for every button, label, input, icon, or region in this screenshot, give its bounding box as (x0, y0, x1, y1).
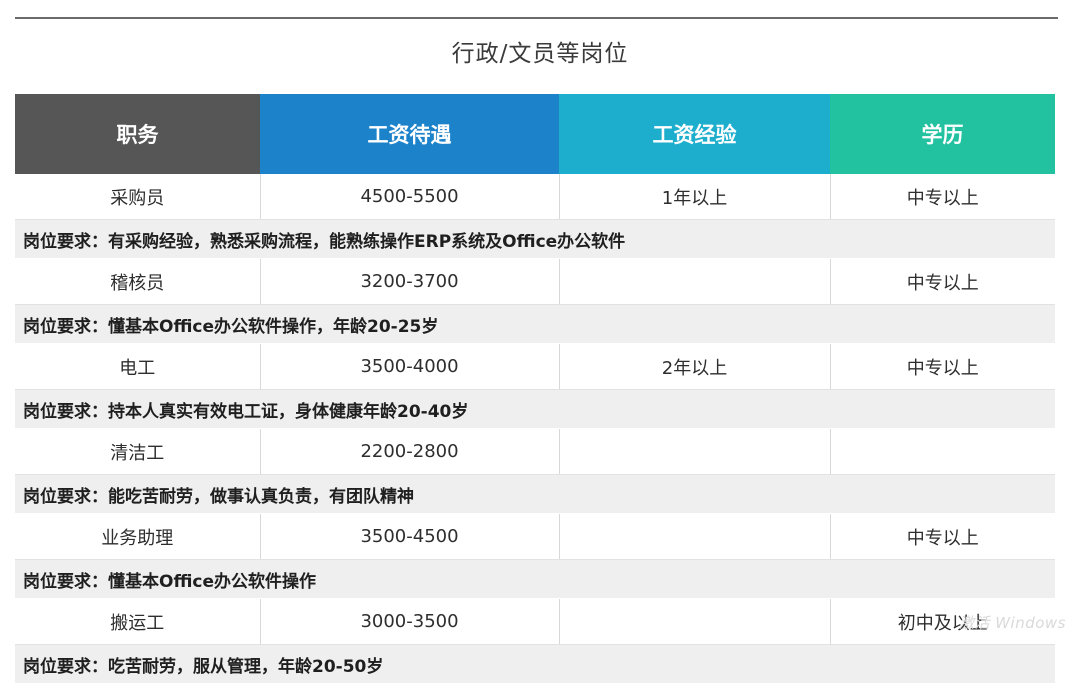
requirement-text: 能吃苦耐劳，做事认真负责，有团队精神 (108, 486, 414, 507)
cell-experience (559, 598, 831, 645)
requirement-text: 有采购经验，熟悉采购流程，能熟练操作ERP系统及Office办公软件 (108, 231, 626, 252)
cell-pay: 3500-4500 (260, 513, 560, 560)
cell-pay: 3000-3500 (260, 598, 560, 645)
table-requirement-row: 岗位要求：懂基本Office办公软件操作，年龄20-25岁 (15, 304, 1055, 344)
cell-position: 采购员 (15, 174, 261, 220)
cell-experience: 2年以上 (559, 343, 831, 390)
cell-pay: 3500-4000 (260, 343, 560, 390)
page-title: 行政/文员等岗位 (451, 41, 629, 67)
table-row: 电工 3500-4000 2年以上 中专以上 (15, 343, 1055, 390)
cell-education: 中专以上 (830, 258, 1055, 305)
cell-education: 初中及以上 (830, 598, 1055, 645)
table-requirement-row: 岗位要求：持本人真实有效电工证，身体健康年龄20-40岁 (15, 389, 1055, 429)
table-requirement-row: 岗位要求：吃苦耐劳，服从管理，年龄20-50岁 (15, 644, 1055, 684)
column-header-education: 学历 (830, 94, 1055, 174)
requirement-text: 吃苦耐劳，服从管理，年龄20-50岁 (108, 656, 384, 677)
requirement-label: 岗位要求： (23, 571, 108, 592)
column-header-position: 职务 (15, 94, 260, 174)
requirement-text: 懂基本Office办公软件操作 (108, 571, 317, 592)
requirement-label: 岗位要求： (23, 486, 108, 507)
cell-experience (559, 513, 831, 560)
table-requirement-row: 岗位要求：有采购经验，熟悉采购流程，能熟练操作ERP系统及Office办公软件 (15, 219, 1055, 259)
top-divider-rule (15, 17, 1058, 19)
cell-requirement: 岗位要求：有采购经验，熟悉采购流程，能熟练操作ERP系统及Office办公软件 (15, 219, 1055, 259)
requirement-label: 岗位要求： (23, 401, 108, 422)
requirement-label: 岗位要求： (23, 231, 108, 252)
requirement-text: 持本人真实有效电工证，身体健康年龄20-40岁 (108, 401, 469, 422)
cell-requirement: 岗位要求：持本人真实有效电工证，身体健康年龄20-40岁 (15, 389, 1055, 429)
cell-pay: 2200-2800 (260, 428, 560, 475)
cell-education: 中专以上 (830, 513, 1055, 560)
requirement-label: 岗位要求： (23, 316, 108, 337)
table-row: 采购员 4500-5500 1年以上 中专以上 (15, 174, 1055, 220)
job-listing-table: 职务 工资待遇 工资经验 学历 采购员 4500-5500 1年以上 中专以上 … (15, 94, 1055, 684)
requirement-text: 懂基本Office办公软件操作，年龄20-25岁 (108, 316, 439, 337)
table-row: 稽核员 3200-3700 中专以上 (15, 258, 1055, 305)
cell-requirement: 岗位要求：懂基本Office办公软件操作，年龄20-25岁 (15, 304, 1055, 344)
cell-pay: 4500-5500 (260, 174, 560, 220)
table-requirement-row: 岗位要求：懂基本Office办公软件操作 (15, 559, 1055, 599)
document-page: 行政/文员等岗位 职务 工资待遇 工资经验 学历 采购员 4500-5500 1… (15, 17, 1065, 684)
cell-position: 搬运工 (15, 598, 261, 645)
cell-education (830, 428, 1055, 475)
table-header-row: 职务 工资待遇 工资经验 学历 (15, 94, 1055, 174)
table-row: 清洁工 2200-2800 (15, 428, 1055, 475)
column-header-pay: 工资待遇 (260, 94, 559, 174)
cell-requirement: 岗位要求：懂基本Office办公软件操作 (15, 559, 1055, 599)
table-row: 业务助理 3500-4500 中专以上 (15, 513, 1055, 560)
table-header: 职务 工资待遇 工资经验 学历 (15, 94, 1055, 174)
cell-education: 中专以上 (830, 174, 1055, 220)
column-header-experience: 工资经验 (559, 94, 830, 174)
cell-position: 清洁工 (15, 428, 261, 475)
job-listing-table-container: 职务 工资待遇 工资经验 学历 采购员 4500-5500 1年以上 中专以上 … (15, 94, 1055, 684)
cell-requirement: 岗位要求：能吃苦耐劳，做事认真负责，有团队精神 (15, 474, 1055, 514)
cell-experience: 1年以上 (559, 174, 831, 220)
cell-education: 中专以上 (830, 343, 1055, 390)
table-requirement-row: 岗位要求：能吃苦耐劳，做事认真负责，有团队精神 (15, 474, 1055, 514)
cell-position: 业务助理 (15, 513, 261, 560)
cell-experience (559, 428, 831, 475)
table-row: 搬运工 3000-3500 初中及以上 (15, 598, 1055, 645)
cell-experience (559, 258, 831, 305)
cell-position: 稽核员 (15, 258, 261, 305)
table-body: 采购员 4500-5500 1年以上 中专以上 岗位要求：有采购经验，熟悉采购流… (15, 174, 1055, 684)
cell-position: 电工 (15, 343, 261, 390)
cell-pay: 3200-3700 (260, 258, 560, 305)
requirement-label: 岗位要求： (23, 656, 108, 677)
cell-requirement: 岗位要求：吃苦耐劳，服从管理，年龄20-50岁 (15, 644, 1055, 684)
